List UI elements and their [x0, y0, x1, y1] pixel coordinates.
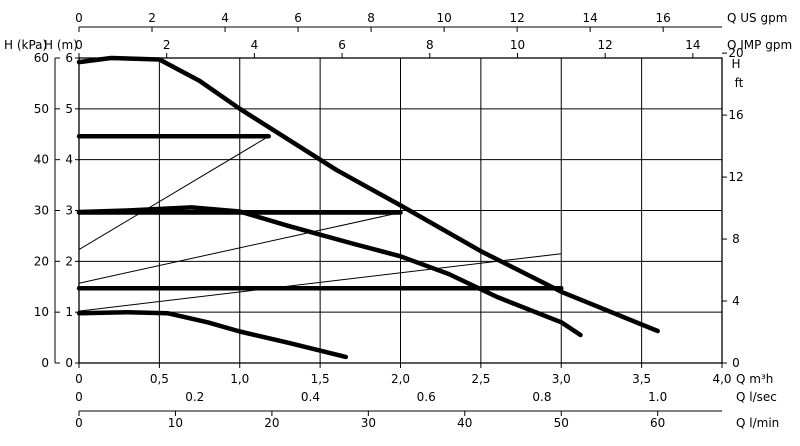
y-tick-label-kpa: 40 [34, 153, 49, 167]
pump-curve [76, 205, 583, 338]
x-tick-label-main: 0,5 [150, 372, 169, 386]
x-tick-label-main: 3,5 [632, 372, 651, 386]
y-tick-label-m: 0 [65, 356, 73, 370]
control-line [78, 135, 269, 251]
x-tick-label-main: 1,0 [230, 372, 249, 386]
x-tick-label-usgpm: 10 [436, 11, 451, 25]
x-tick-label-ls: 0.8 [532, 390, 551, 404]
y-tick-label-ft: 8 [732, 232, 740, 246]
grid [79, 58, 722, 363]
x-tick-label-lmin: 60 [650, 416, 665, 430]
series [76, 55, 660, 360]
y-tick-label-kpa: 10 [34, 305, 49, 319]
x-tick-label-impgpm: 10 [510, 38, 525, 52]
x-tick-label-main: 1,5 [311, 372, 330, 386]
y-tick-label-kpa: 50 [34, 102, 49, 116]
x-tick-label-main: 2,5 [471, 372, 490, 386]
pump-curve [76, 55, 660, 334]
x-tick-label-impgpm: 6 [338, 38, 346, 52]
x-tick-label-ls: 1.0 [648, 390, 667, 404]
y-tick-label-m: 3 [65, 204, 73, 218]
y-tick-label-kpa: 0 [41, 356, 49, 370]
y-tick-label-m: 6 [65, 51, 73, 65]
x-tick-label-lmin: 0 [75, 416, 83, 430]
x-tick-label-ls: 0.6 [417, 390, 436, 404]
y-tick-label-ft: 4 [732, 294, 740, 308]
x-tick-label-usgpm: 12 [509, 11, 524, 25]
y-tick-label-kpa: 20 [34, 254, 49, 268]
x-tick-label-impgpm: 4 [251, 38, 259, 52]
y-tick-label-m: 5 [65, 102, 73, 116]
y-axis-m-unit: H (m) [44, 38, 78, 52]
x-axis-lmin-unit: Q l/min [736, 416, 779, 430]
x-tick-label-usgpm: 14 [583, 11, 598, 25]
y-tick-label-ft: 20 [728, 46, 743, 60]
x-tick-label-main: 3,0 [552, 372, 571, 386]
x-tick-label-lmin: 30 [361, 416, 376, 430]
control-line [78, 212, 401, 284]
y-tick-label-kpa: 30 [34, 204, 49, 218]
pump-curve [76, 309, 349, 360]
x-tick-label-lmin: 50 [554, 416, 569, 430]
control-line [78, 253, 562, 312]
x-tick-label-usgpm: 16 [656, 11, 671, 25]
y-tick-label-m: 4 [65, 153, 73, 167]
x-tick-label-usgpm: 0 [75, 11, 83, 25]
x-tick-label-main: 0 [75, 372, 83, 386]
x-tick-label-usgpm: 8 [367, 11, 375, 25]
x-tick-label-ls: 0.4 [301, 390, 320, 404]
y-tick-label-ft: 16 [728, 108, 743, 122]
y-axis-ft-unit-line1: H [731, 57, 740, 71]
y-tick-label-ft: 12 [728, 170, 743, 184]
x-axis-ls-unit: Q l/sec [736, 390, 777, 404]
x-tick-label-usgpm: 6 [294, 11, 302, 25]
x-tick-label-usgpm: 4 [221, 11, 229, 25]
x-tick-label-impgpm: 2 [163, 38, 171, 52]
x-tick-label-impgpm: 8 [426, 38, 434, 52]
x-tick-label-ls: 0 [75, 390, 83, 404]
x-tick-label-impgpm: 12 [598, 38, 613, 52]
x-tick-label-ls: 0.2 [185, 390, 204, 404]
y-tick-label-m: 2 [65, 254, 73, 268]
x-tick-label-main: 4,0 [712, 372, 731, 386]
y-tick-label-ft: 0 [732, 356, 740, 370]
x-tick-label-usgpm: 2 [148, 11, 156, 25]
x-axis-main-unit: Q m³h [736, 372, 773, 386]
x-axis-impgpm-unit: Q IMP gpm [727, 38, 792, 52]
y-tick-label-m: 1 [65, 305, 73, 319]
x-tick-label-impgpm: 0 [75, 38, 83, 52]
x-tick-label-lmin: 20 [264, 416, 279, 430]
x-axis-usgpm-unit: Q US gpm [727, 11, 787, 25]
x-tick-label-lmin: 10 [168, 416, 183, 430]
x-tick-label-lmin: 40 [457, 416, 472, 430]
x-tick-label-main: 2,0 [391, 372, 410, 386]
x-tick-label-impgpm: 14 [685, 38, 700, 52]
y-axis-kpa-unit: H (kPa) [4, 38, 47, 52]
y-tick-label-kpa: 60 [34, 51, 49, 65]
y-axis-ft-unit-line2: ft [735, 76, 744, 90]
